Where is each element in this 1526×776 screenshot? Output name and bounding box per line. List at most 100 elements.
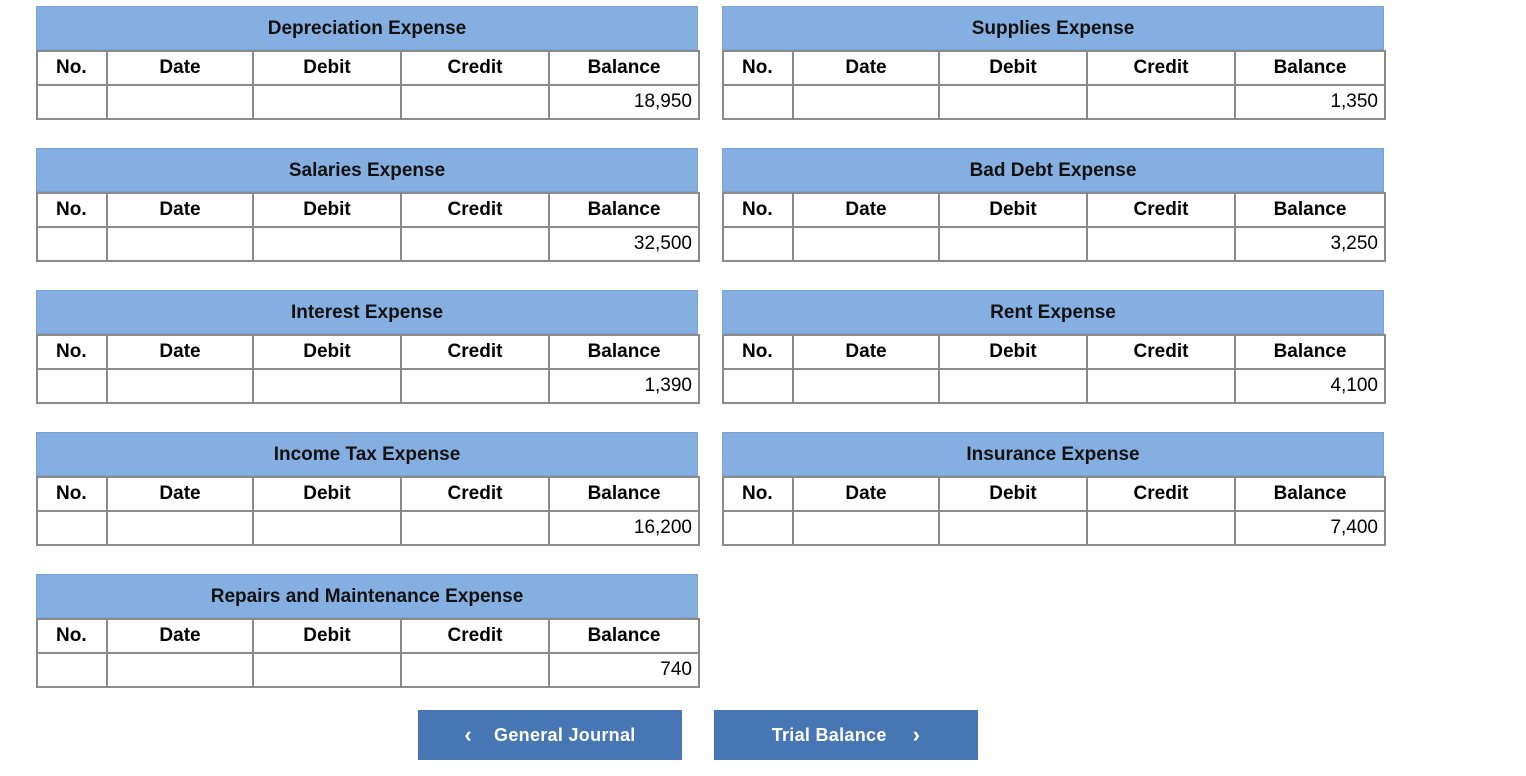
ledger-header-row: No. Date Debit Credit Balance (36, 50, 700, 86)
no-cell[interactable] (722, 226, 794, 262)
ledger-header-row: No. Date Debit Credit Balance (722, 192, 1386, 228)
ledger-header-row: No. Date Debit Credit Balance (722, 50, 1386, 86)
no-cell[interactable] (722, 368, 794, 404)
column-header: Date (792, 334, 940, 370)
table-row: 4,100 (722, 368, 1386, 404)
column-header: Balance (1234, 334, 1386, 370)
date-cell[interactable] (792, 510, 940, 546)
column-header: No. (36, 334, 108, 370)
column-header: Date (792, 50, 940, 86)
ledger-header-row: No. Date Debit Credit Balance (36, 192, 700, 228)
column-header: No. (722, 334, 794, 370)
ledger-header-row: No. Date Debit Credit Balance (722, 334, 1386, 370)
debit-cell[interactable] (252, 368, 402, 404)
column-header: No. (36, 50, 108, 86)
date-cell[interactable] (792, 226, 940, 262)
date-cell[interactable] (106, 226, 254, 262)
column-header: Balance (548, 476, 700, 512)
column-header: Date (106, 192, 254, 228)
table-row: 740 (36, 652, 700, 688)
general-journal-button[interactable]: ‹ General Journal (418, 710, 682, 760)
balance-cell: 7,400 (1234, 510, 1386, 546)
trial-balance-button[interactable]: Trial Balance › (714, 710, 978, 760)
date-cell[interactable] (792, 84, 940, 120)
table-row: 18,950 (36, 84, 700, 120)
column-header: Credit (400, 192, 550, 228)
column-header: No. (36, 618, 108, 654)
column-header: Balance (548, 618, 700, 654)
column-header: Date (106, 618, 254, 654)
debit-cell[interactable] (252, 510, 402, 546)
general-journal-label: General Journal (494, 724, 636, 745)
no-cell[interactable] (36, 652, 108, 688)
column-header: Balance (1234, 50, 1386, 86)
column-header: Balance (548, 192, 700, 228)
no-cell[interactable] (36, 84, 108, 120)
no-cell[interactable] (722, 84, 794, 120)
column-header: Balance (1234, 476, 1386, 512)
column-header: Date (106, 476, 254, 512)
credit-cell[interactable] (400, 510, 550, 546)
ledger-account: Interest Expense No. Date Debit Credit Balanc… (36, 290, 700, 404)
ledger-table: No. Date Debit Credit Balance 740 (36, 618, 700, 688)
balance-cell: 740 (548, 652, 700, 688)
date-cell[interactable] (106, 84, 254, 120)
ledger-account: Depreciation Expense No. Date Debit Credit Ba… (36, 6, 700, 120)
ledger-header-row: No. Date Debit Credit Balance (36, 476, 700, 512)
ledger-table: No. Date Debit Credit Balance 32,500 (36, 192, 700, 262)
column-header: Balance (548, 334, 700, 370)
column-header: Date (792, 476, 940, 512)
credit-cell[interactable] (400, 368, 550, 404)
credit-cell[interactable] (400, 84, 550, 120)
column-header: No. (36, 192, 108, 228)
no-cell[interactable] (36, 368, 108, 404)
debit-cell[interactable] (938, 226, 1088, 262)
credit-cell[interactable] (400, 652, 550, 688)
ledger-account: Salaries Expense No. Date Debit Credit Balanc… (36, 148, 700, 262)
chevron-left-icon: ‹ (464, 722, 473, 747)
debit-cell[interactable] (252, 652, 402, 688)
column-header: Date (106, 50, 254, 86)
table-row: 1,390 (36, 368, 700, 404)
no-cell[interactable] (36, 510, 108, 546)
debit-cell[interactable] (938, 84, 1088, 120)
credit-cell[interactable] (400, 226, 550, 262)
ledger-account: Supplies Expense No. Date Debit Credit Balanc… (722, 6, 1386, 120)
debit-cell[interactable] (252, 226, 402, 262)
ledger-title: Insurance Expense (722, 432, 1384, 476)
ledger-account: Income Tax Expense No. Date Debit Credit Bala… (36, 432, 700, 546)
column-header: Balance (548, 50, 700, 86)
no-cell[interactable] (36, 226, 108, 262)
ledger-title: Repairs and Maintenance Expense (36, 574, 698, 618)
date-cell[interactable] (106, 510, 254, 546)
column-header: Credit (1086, 192, 1236, 228)
credit-cell[interactable] (1086, 510, 1236, 546)
date-cell[interactable] (792, 368, 940, 404)
balance-cell: 32,500 (548, 226, 700, 262)
trial-balance-label: Trial Balance (771, 724, 887, 745)
credit-cell[interactable] (1086, 226, 1236, 262)
credit-cell[interactable] (1086, 84, 1236, 120)
column-header: No. (36, 476, 108, 512)
date-cell[interactable] (106, 368, 254, 404)
ledger-table: No. Date Debit Credit Balance 16,200 (36, 476, 700, 546)
debit-cell[interactable] (252, 84, 402, 120)
column-header: Credit (400, 50, 550, 86)
column-header: Credit (1086, 476, 1236, 512)
column-header: Date (792, 192, 940, 228)
credit-cell[interactable] (1086, 368, 1236, 404)
ledger-header-row: No. Date Debit Credit Balance (722, 476, 1386, 512)
date-cell[interactable] (106, 652, 254, 688)
ledger-account: Insurance Expense No. Date Debit Credit Balan… (722, 432, 1386, 546)
column-header: Credit (1086, 334, 1236, 370)
ledger-table: No. Date Debit Credit Balance 3,250 (722, 192, 1386, 262)
debit-cell[interactable] (938, 368, 1088, 404)
table-row: 16,200 (36, 510, 700, 546)
no-cell[interactable] (722, 510, 794, 546)
table-row: 3,250 (722, 226, 1386, 262)
ledger-table: No. Date Debit Credit Balance 7,400 (722, 476, 1386, 546)
debit-cell[interactable] (938, 510, 1088, 546)
column-header: Debit (252, 476, 402, 512)
column-header: Debit (252, 618, 402, 654)
column-header: Debit (252, 334, 402, 370)
